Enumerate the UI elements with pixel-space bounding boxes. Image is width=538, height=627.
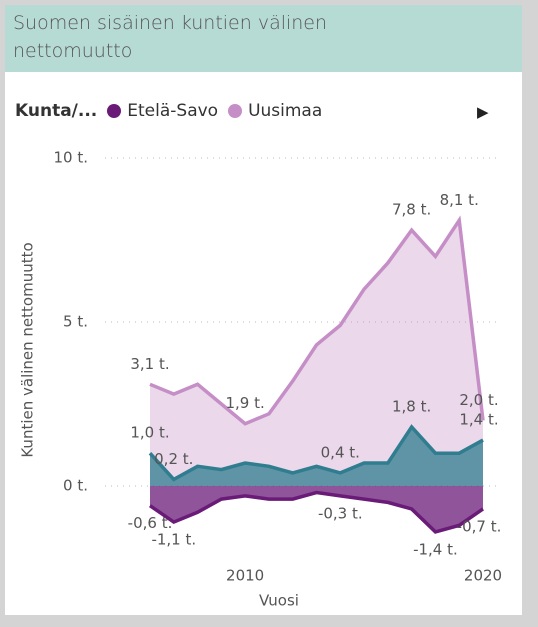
legend-marker [107, 104, 122, 118]
data-label: -0,7 t. [457, 517, 502, 535]
data-label: -1,1 t. [151, 531, 196, 549]
data-label: 0,2 t. [154, 450, 193, 468]
x-axis-title: Vuosi [259, 592, 299, 610]
data-label: 1,8 t. [392, 397, 431, 415]
legend-title: Kunta/... [15, 101, 98, 121]
chart-title: Suomen sisäinen kuntien välinen nettomuu… [13, 12, 328, 62]
line [149, 215, 485, 426]
y-tick-label: 5 t. [63, 313, 88, 331]
data-label: -1,4 t. [413, 540, 458, 558]
data-label: -0,3 t. [318, 504, 363, 522]
legend-label: Uusimaa [248, 101, 323, 121]
legend-next[interactable]: ▶ [477, 103, 489, 121]
data-label: 3,1 t. [130, 355, 169, 373]
legend-label: Etelä-Savo [127, 101, 219, 121]
data-label: 2,0 t. [459, 391, 498, 409]
data-label: 1,0 t. [130, 424, 169, 442]
data-label: 1,9 t. [226, 394, 265, 412]
legend: Kunta/... Etelä-Savo Uusimaa [15, 101, 322, 121]
data-label: 1,4 t. [459, 411, 498, 429]
title-bar: Suomen sisäinen kuntien välinen nettomuu… [5, 5, 522, 72]
data-label: 0,4 t. [321, 443, 360, 461]
data-label: 8,1 t. [440, 191, 479, 209]
y-tick-label: 10 t. [53, 149, 88, 167]
legend-marker [228, 104, 243, 118]
area [150, 426, 483, 486]
x-tick-label: 2010 [226, 567, 264, 585]
x-tick-label: 2020 [464, 567, 502, 585]
y-axis-title: Kuntien välinen nettomuutto [19, 242, 37, 457]
area [150, 220, 483, 486]
line [149, 490, 484, 534]
visual: Suomen sisäinen kuntien välinen nettomuu… [5, 5, 522, 615]
line [148, 424, 484, 482]
y-tick-label: 0 t. [63, 477, 88, 495]
data-label: -0,6 t. [128, 514, 173, 532]
data-label: 7,8 t. [392, 201, 431, 219]
